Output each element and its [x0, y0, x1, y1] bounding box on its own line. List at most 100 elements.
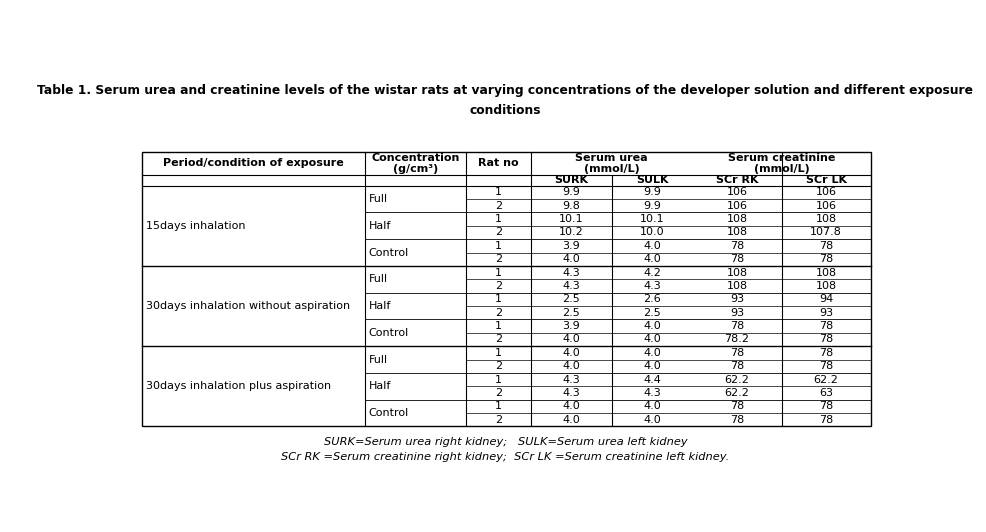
- Text: 2: 2: [495, 228, 502, 237]
- Text: 4.3: 4.3: [562, 375, 580, 385]
- Text: 108: 108: [727, 228, 747, 237]
- Text: 63: 63: [819, 388, 833, 398]
- Text: 78: 78: [730, 414, 744, 425]
- Text: 2: 2: [495, 201, 502, 211]
- Text: 62.2: 62.2: [725, 388, 749, 398]
- Text: 1: 1: [495, 401, 502, 411]
- Text: 2.5: 2.5: [562, 307, 580, 318]
- Text: 93: 93: [730, 294, 744, 304]
- Text: 78: 78: [819, 321, 833, 331]
- Text: 3.9: 3.9: [562, 321, 580, 331]
- Text: 4.3: 4.3: [643, 388, 661, 398]
- Text: 4.4: 4.4: [643, 375, 661, 385]
- Text: Control: Control: [369, 328, 409, 338]
- Text: 4.0: 4.0: [643, 361, 661, 371]
- Text: 4.0: 4.0: [562, 254, 580, 264]
- Text: 1: 1: [495, 187, 502, 197]
- Text: 108: 108: [727, 281, 747, 291]
- Text: 15days inhalation: 15days inhalation: [146, 221, 246, 231]
- Text: 93: 93: [730, 307, 744, 318]
- Text: Full: Full: [369, 354, 387, 364]
- Text: 78: 78: [730, 241, 744, 251]
- Text: 10.1: 10.1: [640, 214, 665, 224]
- Text: Rat no: Rat no: [478, 159, 519, 168]
- Text: 30days inhalation without aspiration: 30days inhalation without aspiration: [146, 301, 350, 311]
- Text: Full: Full: [369, 275, 387, 284]
- Text: SULK: SULK: [636, 175, 669, 185]
- Text: 2: 2: [495, 388, 502, 398]
- Text: 106: 106: [727, 187, 747, 197]
- Text: 10.1: 10.1: [559, 214, 584, 224]
- Text: Serum urea
(mmol/L): Serum urea (mmol/L): [576, 153, 648, 174]
- Text: 4.0: 4.0: [643, 321, 661, 331]
- Text: 9.9: 9.9: [643, 201, 661, 211]
- Text: 106: 106: [727, 201, 747, 211]
- Text: Half: Half: [369, 221, 391, 231]
- Text: 78: 78: [819, 361, 833, 371]
- Text: 78: 78: [819, 335, 833, 344]
- Text: 4.3: 4.3: [562, 268, 580, 278]
- Text: 108: 108: [815, 214, 837, 224]
- Text: 1: 1: [495, 294, 502, 304]
- Text: 9.8: 9.8: [562, 201, 580, 211]
- Text: 62.2: 62.2: [725, 375, 749, 385]
- Text: 3.9: 3.9: [562, 241, 580, 251]
- Text: SCr LK: SCr LK: [806, 175, 847, 185]
- Text: 2: 2: [495, 335, 502, 344]
- Text: 78.2: 78.2: [725, 335, 749, 344]
- Text: SURK=Serum urea right kidney;   SULK=Serum urea left kidney: SURK=Serum urea right kidney; SULK=Serum…: [323, 437, 687, 447]
- Text: 4.0: 4.0: [562, 414, 580, 425]
- Text: 4.2: 4.2: [643, 268, 661, 278]
- Text: 108: 108: [727, 214, 747, 224]
- Text: 62.2: 62.2: [813, 375, 838, 385]
- Text: 4.0: 4.0: [562, 335, 580, 344]
- Text: 1: 1: [495, 321, 502, 331]
- Text: 4.3: 4.3: [643, 281, 661, 291]
- Text: Control: Control: [369, 408, 409, 418]
- Text: 78: 78: [730, 401, 744, 411]
- Text: 4.0: 4.0: [562, 348, 580, 358]
- Text: 10.2: 10.2: [559, 228, 584, 237]
- Text: SCr RK =Serum creatinine right kidney;  SCr LK =Serum creatinine left kidney.: SCr RK =Serum creatinine right kidney; S…: [281, 452, 730, 462]
- Text: 1: 1: [495, 268, 502, 278]
- Text: 108: 108: [727, 268, 747, 278]
- Text: SCr RK: SCr RK: [716, 175, 758, 185]
- Text: 78: 78: [730, 348, 744, 358]
- Text: 4.0: 4.0: [562, 361, 580, 371]
- Text: 4.0: 4.0: [643, 348, 661, 358]
- Bar: [142, 152, 871, 426]
- Text: Control: Control: [369, 247, 409, 257]
- Text: 106: 106: [815, 187, 836, 197]
- Text: 4.0: 4.0: [643, 414, 661, 425]
- Text: Concentration
(g/cm³): Concentration (g/cm³): [372, 153, 459, 174]
- Text: 2: 2: [495, 307, 502, 318]
- Text: 1: 1: [495, 348, 502, 358]
- Text: 1: 1: [495, 241, 502, 251]
- Text: 4.3: 4.3: [562, 281, 580, 291]
- Text: Period/condition of exposure: Period/condition of exposure: [164, 159, 344, 168]
- Text: 30days inhalation plus aspiration: 30days inhalation plus aspiration: [146, 381, 331, 391]
- Text: 9.9: 9.9: [643, 187, 661, 197]
- Text: 78: 78: [819, 241, 833, 251]
- Text: 107.8: 107.8: [810, 228, 842, 237]
- Text: Full: Full: [369, 194, 387, 204]
- Text: Half: Half: [369, 301, 391, 311]
- Text: Serum creatinine
(mmol/L): Serum creatinine (mmol/L): [728, 153, 835, 174]
- Text: 2: 2: [495, 361, 502, 371]
- Text: 4.3: 4.3: [562, 388, 580, 398]
- Text: 1: 1: [495, 375, 502, 385]
- Text: 108: 108: [815, 281, 837, 291]
- Text: 78: 78: [819, 254, 833, 264]
- Text: 78: 78: [730, 254, 744, 264]
- Text: 78: 78: [730, 361, 744, 371]
- Text: 94: 94: [819, 294, 833, 304]
- Text: 4.0: 4.0: [643, 335, 661, 344]
- Text: 78: 78: [819, 348, 833, 358]
- Text: Table 1. Serum urea and creatinine levels of the wistar rats at varying concentr: Table 1. Serum urea and creatinine level…: [37, 84, 973, 97]
- Text: 108: 108: [815, 268, 837, 278]
- Text: SURK: SURK: [554, 175, 589, 185]
- Text: Half: Half: [369, 381, 391, 391]
- Text: 2: 2: [495, 254, 502, 264]
- Text: 4.0: 4.0: [643, 241, 661, 251]
- Text: 78: 78: [819, 401, 833, 411]
